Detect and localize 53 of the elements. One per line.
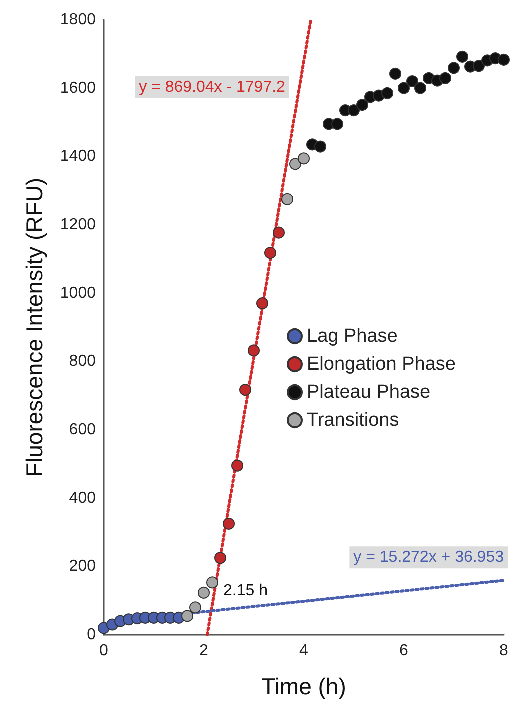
point [248,344,260,357]
point [223,518,235,530]
point [232,460,244,472]
point [382,87,394,100]
point [198,586,210,599]
annotation: 2.15 h [224,582,268,600]
x-tick-label: 0 [100,642,109,660]
annotation: y = 869.04x - 1797.2 [139,78,286,96]
point [473,60,485,72]
y-tick-label: 1400 [60,148,96,166]
point [498,54,510,66]
point [332,118,344,130]
y-tick-label: 0 [87,626,96,644]
legend-label: Elongation Phase [307,354,456,375]
point [240,384,252,396]
point [314,140,326,153]
point [398,82,410,94]
x-axis-title: Time (h) [262,674,346,700]
point [440,72,452,84]
point [214,552,226,564]
point [206,576,218,589]
x-tick-label: 2 [200,642,209,660]
legend-label: Plateau Phase [307,382,431,403]
y-tick-label: 400 [69,490,96,507]
point [390,68,402,80]
legend-label: Transitions [307,410,400,431]
point [190,602,202,614]
y-tick-label: 200 [69,558,96,576]
point [282,193,294,206]
y-tick-label: 1200 [60,216,96,234]
legend-label: Lag Phase [307,326,398,347]
y-tick-label: 1600 [60,80,96,97]
point [414,82,426,94]
point [356,99,368,112]
y-axis-title: Fluorescence Intensity (RFU) [22,178,48,478]
y-tick-label: 800 [69,353,96,370]
point [448,62,460,74]
point [273,226,285,239]
point [264,247,276,260]
y-tick-label: 1000 [60,284,96,302]
x-tick-label: 8 [500,642,509,660]
point [348,104,360,117]
x-tick-label: 4 [300,642,309,660]
annotation: y = 15.272x + 36.953 [354,549,504,566]
point [298,152,310,165]
x-tick-label: 6 [400,642,409,660]
point [290,158,302,170]
point [406,76,418,88]
point [182,610,194,622]
y-tick-label: 600 [69,422,96,438]
y-tick-label: 1800 [60,12,96,28]
point [256,298,268,310]
point [456,50,468,63]
